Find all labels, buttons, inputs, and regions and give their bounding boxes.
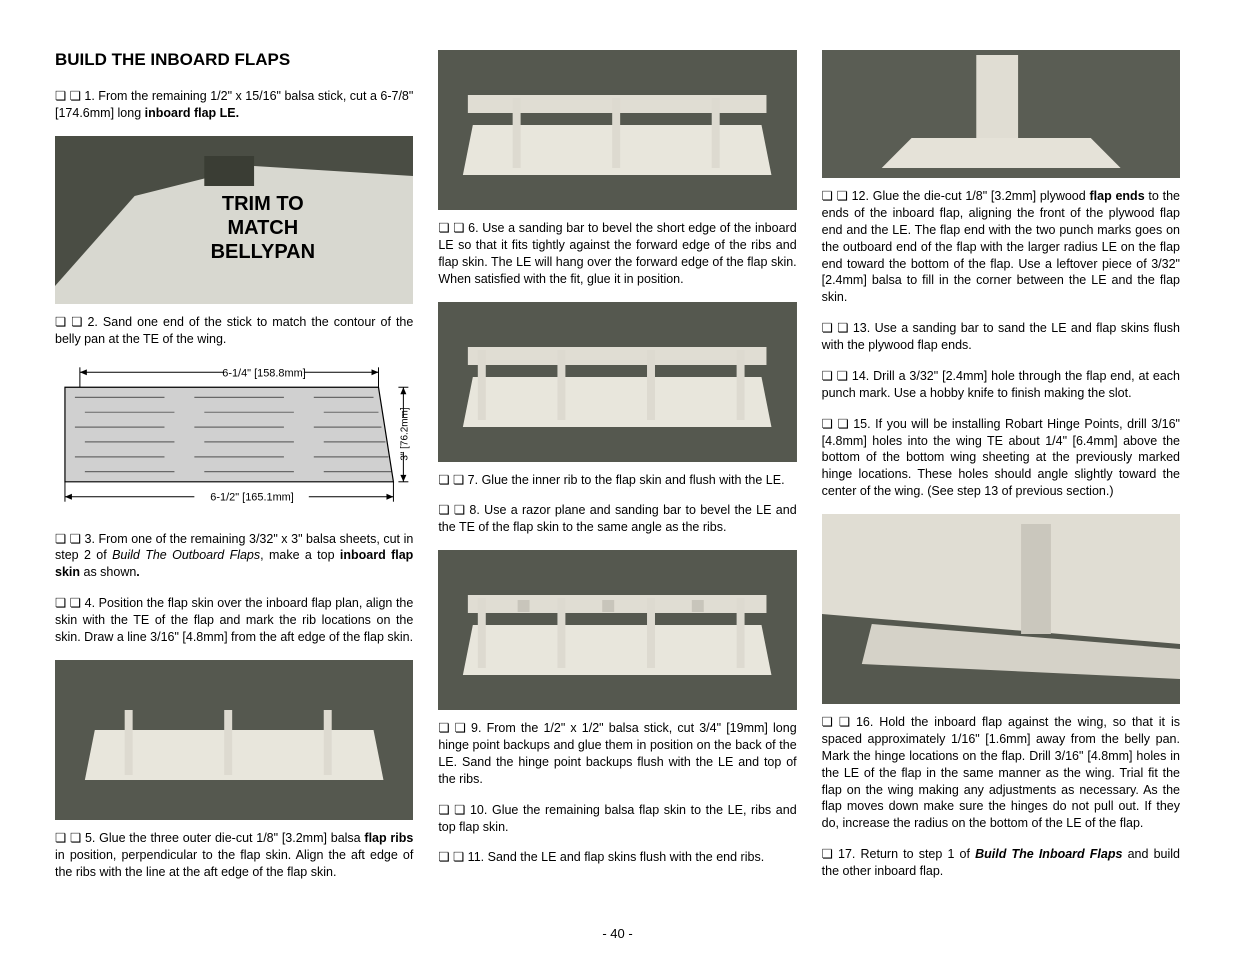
step-17-b: Build The Inboard Flaps: [975, 847, 1122, 861]
step-17: ❏ 17. Return to step 1 of Build The Inbo…: [822, 846, 1180, 880]
diagram-bottom-label: 6-1/2" [165.1mm]: [210, 491, 294, 503]
figure-trim-bellypan: TRIM TO MATCH BELLYPAN: [55, 136, 413, 304]
step-3-b: Build The Outboard Flaps: [112, 548, 260, 562]
step-11: ❏ ❏ 11. Sand the LE and flap skins flush…: [438, 849, 796, 866]
step-2: ❏ ❏ 2. Sand one end of the stick to matc…: [55, 314, 413, 348]
step-9: ❏ ❏ 9. From the 1/2" x 1/2" balsa stick,…: [438, 720, 796, 788]
step-1: ❏ ❏ 1. From the remaining 1/2" x 15/16" …: [55, 88, 413, 122]
step-12-c: to the ends of the inboard flap, alignin…: [822, 189, 1180, 304]
step-17-a: ❏ 17. Return to step 1 of: [822, 847, 975, 861]
diagram-right-label: 3" [76.2mm]: [399, 407, 410, 460]
figure-hinge-backups: [438, 550, 796, 710]
step-12-b: flap ends: [1089, 189, 1144, 203]
section-heading: BUILD THE INBOARD FLAPS: [55, 50, 413, 70]
step-13: ❏ ❏ 13. Use a sanding bar to sand the LE…: [822, 320, 1180, 354]
step-10: ❏ ❏ 10. Glue the remaining balsa flap sk…: [438, 802, 796, 836]
step-5-b: flap ribs: [364, 831, 413, 845]
step-3-e: as shown: [80, 565, 136, 579]
step-7: ❏ ❏ 7. Glue the inner rib to the flap sk…: [438, 472, 796, 489]
figure-flap-ribs: [55, 660, 413, 820]
step-14: ❏ ❏ 14. Drill a 3/32" [2.4mm] hole throu…: [822, 368, 1180, 402]
step-16: ❏ ❏ 16. Hold the inboard flap against th…: [822, 714, 1180, 832]
step-3: ❏ ❏ 3. From one of the remaining 3/32" x…: [55, 531, 413, 582]
step-3-f: .: [136, 565, 139, 579]
page-content: BUILD THE INBOARD FLAPS ❏ ❏ 1. From the …: [55, 50, 1180, 920]
step-6: ❏ ❏ 6. Use a sanding bar to bevel the sh…: [438, 220, 796, 288]
step-12: ❏ ❏ 12. Glue the die-cut 1/8" [3.2mm] pl…: [822, 188, 1180, 306]
step-5-c: in position, perpendicular to the flap s…: [55, 848, 413, 879]
step-5: ❏ ❏ 5. Glue the three outer die-cut 1/8"…: [55, 830, 413, 881]
step-5-a: ❏ ❏ 5. Glue the three outer die-cut 1/8"…: [55, 831, 364, 845]
step-1-bold: inboard flap LE.: [145, 106, 239, 120]
figure-le-bevel: [438, 50, 796, 210]
flap-skin-diagram: 6-1/4" [158.8mm] 3" [76.2mm]: [55, 362, 413, 519]
overlay-label: TRIM TO MATCH BELLYPAN: [211, 193, 315, 263]
figure-overlay-text: TRIM TO MATCH BELLYPAN: [188, 192, 339, 264]
page-number: - 40 -: [55, 926, 1180, 941]
step-4: ❏ ❏ 4. Position the flap skin over the i…: [55, 595, 413, 646]
step-3-c: , make a top: [260, 548, 340, 562]
step-8: ❏ ❏ 8. Use a razor plane and sanding bar…: [438, 502, 796, 536]
figure-fit-flap: [822, 514, 1180, 704]
figure-inner-rib: [438, 302, 796, 462]
figure-flap-end: [822, 50, 1180, 178]
step-12-a: ❏ ❏ 12. Glue the die-cut 1/8" [3.2mm] pl…: [822, 189, 1090, 203]
diagram-top-label: 6-1/4" [158.8mm]: [222, 367, 306, 379]
step-15: ❏ ❏ 15. If you will be installing Robart…: [822, 416, 1180, 500]
